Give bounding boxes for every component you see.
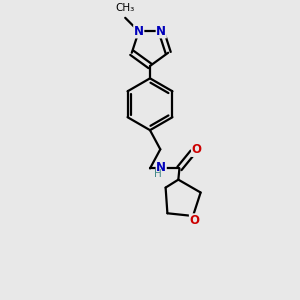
Text: N: N <box>156 25 166 38</box>
Text: O: O <box>191 143 202 156</box>
Text: H: H <box>154 169 162 179</box>
Text: O: O <box>190 214 200 227</box>
Text: N: N <box>156 161 166 174</box>
Text: CH₃: CH₃ <box>116 3 135 14</box>
Text: N: N <box>134 25 144 38</box>
